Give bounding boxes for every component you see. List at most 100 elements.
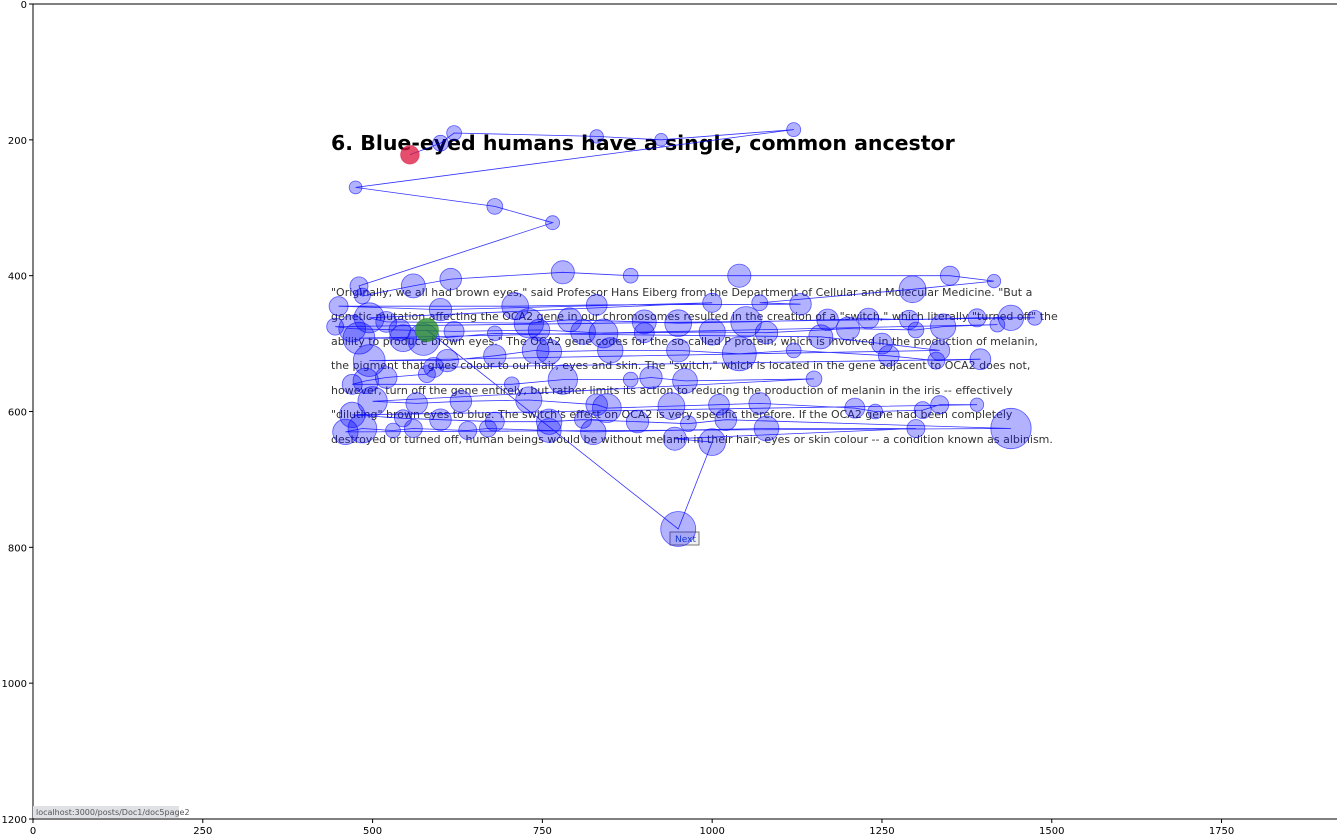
fixation-points <box>326 122 1043 547</box>
fixation-point <box>375 311 398 333</box>
fixation-point <box>721 336 757 372</box>
next-button-label[interactable]: Next <box>675 535 696 545</box>
fixation-point <box>844 397 866 419</box>
x-tick-label: 1750 <box>1209 826 1234 836</box>
fixation-point <box>545 215 560 231</box>
x-tick-label: 0 <box>30 826 36 836</box>
fixation-point <box>589 129 604 144</box>
fixation-point <box>633 322 655 344</box>
fixation-point <box>503 376 520 393</box>
fixation-point <box>338 314 367 343</box>
fixation-point <box>660 511 697 547</box>
fixation-point <box>405 392 428 415</box>
fixation-point <box>357 386 388 417</box>
fixation-point <box>927 351 946 370</box>
fixation-point <box>836 316 861 341</box>
fixation-point <box>428 297 453 322</box>
fixation-point <box>597 337 624 364</box>
fixation-point <box>585 294 608 316</box>
fixation-point <box>986 273 1002 289</box>
fixation-point <box>989 316 1006 333</box>
fixation-point <box>354 287 371 305</box>
fixation-point <box>664 309 692 338</box>
status-url: localhost:3000/posts/Doc1/doc5page2 <box>36 808 190 817</box>
fixation-point <box>486 198 504 215</box>
fixation-point <box>622 267 639 284</box>
fixation-point <box>349 276 369 296</box>
fixation-point <box>913 401 932 420</box>
fixation-point <box>871 332 893 355</box>
x-tick-label: 750 <box>533 826 552 836</box>
fixation-point <box>403 419 423 438</box>
y-tick-label: 200 <box>8 136 27 147</box>
fixation-point <box>417 365 436 384</box>
fixation-point <box>352 344 386 377</box>
paragraph-line: ability to produce brown eyes." The OCA2… <box>331 335 1038 348</box>
fixation-point <box>785 342 802 359</box>
fixation-point <box>394 409 413 428</box>
paragraph-line: "diluting" brown eyes to blue. The switc… <box>331 408 1013 421</box>
fixation-point <box>449 390 473 413</box>
fixation-point <box>486 325 503 342</box>
fixation-point <box>730 306 762 338</box>
fixation-point <box>435 348 459 373</box>
fixation-point <box>906 419 926 438</box>
fixation-point <box>625 410 650 434</box>
fixation-point <box>348 180 363 195</box>
fixation-point <box>631 309 657 335</box>
axis-ticks: 0 250 500 750 1000 1250 1500 1750 0 200 400 600 800 1… <box>2 0 1235 836</box>
fixation-point <box>657 392 686 420</box>
fixation-point <box>347 413 378 444</box>
fixation-point <box>527 318 551 342</box>
fixation-point <box>789 293 812 316</box>
y-tick-label: 400 <box>8 272 27 283</box>
fixation-point <box>501 292 530 321</box>
fixation-point <box>585 393 608 416</box>
fixation-point <box>483 344 507 368</box>
fixation-point <box>727 263 752 288</box>
fixation-point <box>484 411 505 432</box>
x-tick-label: 500 <box>363 826 382 836</box>
fixation-point <box>751 294 768 312</box>
fixation-point <box>429 408 452 431</box>
scanpath-line <box>335 129 1035 530</box>
fixation-point <box>536 338 562 365</box>
fixation-point <box>570 319 596 345</box>
y-tick-label: 600 <box>8 408 27 419</box>
fixation-point <box>680 415 697 433</box>
scanpath-lines <box>335 129 1035 530</box>
paragraph-line: the pigment that gives colour to our hai… <box>331 359 1030 372</box>
paragraph-line: destroyed or turned off, human beings wo… <box>331 433 1053 446</box>
fixation-point <box>929 313 957 340</box>
fixation-point <box>400 273 426 299</box>
fixation-point <box>1027 309 1043 326</box>
fixation-point <box>385 422 401 439</box>
paragraph-line: however, turn off the gene entirely, but… <box>331 384 1013 397</box>
fixation-point <box>439 267 462 291</box>
status-bar-bg <box>33 806 179 818</box>
fixation-point <box>672 368 698 394</box>
article-heading: 6. Blue-eyed humans have a single, commo… <box>331 131 956 155</box>
fixation-point <box>929 339 951 361</box>
fixation-point <box>479 419 497 438</box>
last-fixation-point <box>414 317 439 342</box>
fixation-point <box>786 122 802 138</box>
fixation-point <box>698 428 726 456</box>
fixation-point <box>432 134 449 152</box>
fixation-point <box>536 418 562 443</box>
fixation-point <box>547 364 578 395</box>
fixation-point <box>458 421 478 440</box>
fixation-point <box>857 307 880 330</box>
fixation-point <box>639 365 663 390</box>
x-tick-label: 1500 <box>1039 826 1064 836</box>
fixation-point <box>662 426 687 451</box>
fixation-point <box>805 370 823 388</box>
fixation-point <box>748 392 771 415</box>
fixation-point <box>443 320 465 342</box>
fixation-point <box>698 318 726 346</box>
fixation-point <box>622 371 639 388</box>
fixation-point <box>808 324 834 350</box>
first-fixation-point <box>400 145 420 165</box>
y-tick-label: 0 <box>21 0 27 11</box>
